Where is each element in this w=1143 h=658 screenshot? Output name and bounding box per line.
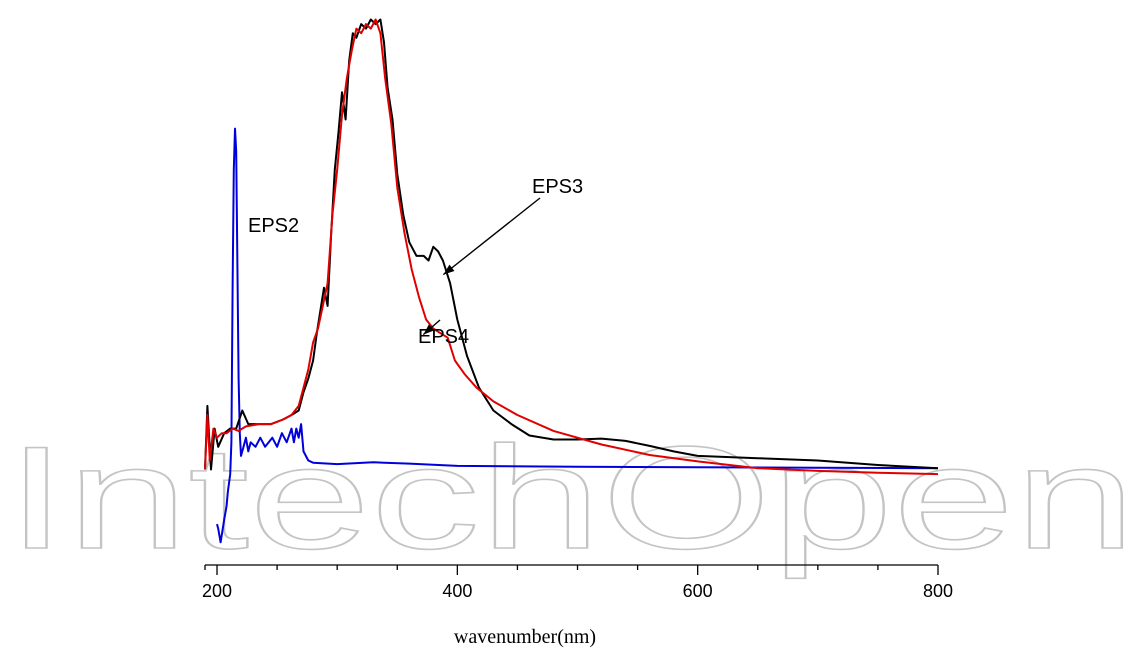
x-axis-label: wavenumber(nm) [454,626,596,648]
watermark-text: IntechOpen [6,416,1136,579]
arrow-eps3-shaft [442,197,541,276]
x-tick-label: 800 [923,581,953,601]
series-layer [204,18,939,544]
x-axis: 200 400 600 800 [202,564,953,601]
arrow-eps3-head [443,264,455,275]
series-line-eps3 [204,18,939,471]
x-tick-label: 600 [683,581,713,601]
annotation-layer: EPS2 EPS3 EPS4 [248,176,583,348]
series-line-eps2 [216,127,939,544]
label-eps4: EPS4 [418,326,469,348]
arrow-eps4-head [423,324,435,335]
series-line-eps4 [204,18,939,476]
x-tick-label: 200 [202,581,232,601]
label-eps2: EPS2 [248,215,299,237]
watermark: IntechOpen [5,415,1137,580]
x-tick-label: 400 [442,581,472,601]
label-eps3: EPS3 [532,176,583,198]
